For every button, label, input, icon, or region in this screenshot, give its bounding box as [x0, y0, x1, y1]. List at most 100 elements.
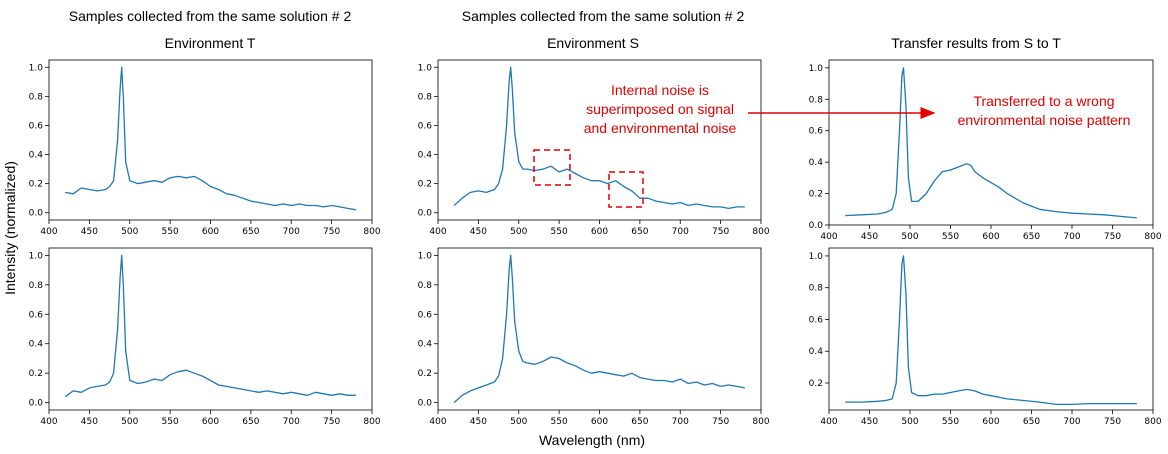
noise-box-1	[533, 149, 571, 186]
y-tick-label: 0.0	[29, 209, 44, 219]
y-tick-label: 0.4	[418, 151, 433, 161]
y-tick-label: 0.8	[809, 284, 824, 294]
y-tick-label: 0.8	[418, 92, 433, 102]
x-tick-label: 800	[1144, 232, 1161, 242]
x-tick-label: 500	[901, 417, 918, 427]
x-tick-label: 400	[40, 227, 57, 237]
panel-bottom-middle: 400 450 500 550 600 650 700 750 800 0.0 0.2 0.4 0.6 0…	[418, 247, 770, 427]
x-tick-label: 500	[510, 227, 527, 237]
annotation-internal-noise-line3: and environmental noise	[583, 120, 737, 136]
x-tick-label: 550	[942, 417, 959, 427]
x-tick-label: 550	[551, 417, 568, 427]
x-tick-label: 750	[712, 417, 729, 427]
x-tick-label: 600	[591, 417, 608, 427]
x-tick-label: 650	[1023, 417, 1040, 427]
y-tick-label: 0.2	[418, 180, 432, 190]
x-tick-label: 750	[712, 227, 729, 237]
annotation-transferred-line1: Transferred to a wrong	[973, 93, 1115, 109]
x-tick-label: 650	[631, 227, 648, 237]
x-tick-label: 550	[162, 417, 179, 427]
x-tick-label: 450	[81, 227, 98, 237]
x-tick-label: 800	[752, 417, 769, 427]
x-tick-label: 500	[121, 417, 138, 427]
series-line	[64, 254, 356, 398]
x-tick-label: 650	[631, 417, 648, 427]
x-tick-label: 800	[363, 417, 380, 427]
annotation-internal-noise-line1: Internal noise is	[610, 82, 710, 98]
y-tick-label: 0.6	[418, 121, 433, 131]
y-tick-label: 0.6	[809, 315, 824, 325]
noise-box-2	[608, 171, 644, 208]
x-tick-label: 700	[1063, 417, 1080, 427]
y-tick-label: 1.0	[418, 251, 433, 261]
x-tick-label: 450	[861, 232, 878, 242]
series-line	[845, 255, 1137, 406]
y-tick-label: 0.4	[29, 151, 44, 161]
x-tick-label: 600	[591, 227, 608, 237]
x-tick-label: 650	[242, 227, 259, 237]
annotation-transferred-line2: environmental noise pattern	[957, 112, 1131, 128]
x-tick-label: 700	[672, 417, 689, 427]
y-tick-label: 0.2	[418, 369, 432, 379]
column-title-3: Transfer results from S to T	[891, 35, 1061, 51]
x-tick-label: 600	[982, 232, 999, 242]
axes-frame	[828, 247, 1154, 411]
y-tick-label: 0.4	[29, 340, 44, 350]
x-tick-label: 800	[1144, 417, 1161, 427]
x-tick-label: 500	[121, 227, 138, 237]
series-line	[845, 67, 1137, 219]
x-tick-label: 750	[323, 227, 340, 237]
x-tick-label: 750	[323, 417, 340, 427]
x-tick-label: 550	[551, 227, 568, 237]
y-tick-label: 0.8	[29, 281, 44, 291]
annotation-internal-noise-line2: superimposed on signal	[586, 101, 734, 117]
column-title-2-line2: Environment S	[547, 35, 639, 51]
panel-top-left: 400 450 500 550 600 650 700 750 800 0.0 0.2 0.4 0.6 0…	[29, 59, 381, 237]
x-tick-label: 400	[820, 232, 837, 242]
panel-bottom-left: 400 450 500 550 600 650 700 750 800 0.0 0.2 0.4 0.6 0…	[29, 247, 381, 427]
x-tick-label: 500	[901, 232, 918, 242]
y-tick-label: 0.2	[809, 190, 823, 200]
y-tick-label: 0.0	[418, 399, 433, 409]
x-tick-label: 700	[672, 227, 689, 237]
axes-frame	[828, 59, 1154, 226]
y-tick-label: 0.8	[29, 92, 44, 102]
y-tick-label: 0.6	[29, 310, 44, 320]
y-tick-label: 0.6	[809, 127, 824, 137]
x-tick-label: 750	[1104, 232, 1121, 242]
y-tick-label: 0.0	[418, 209, 433, 219]
column-title-2-line1: Samples collected from the same solution…	[461, 8, 745, 24]
x-tick-label: 400	[429, 417, 446, 427]
annotation-transferred: Transferred to a wrong environmental noi…	[929, 92, 1159, 130]
axes-frame	[48, 247, 373, 411]
x-tick-label: 400	[429, 227, 446, 237]
y-tick-label: 0.2	[29, 180, 43, 190]
column-title-1-line2: Environment T	[164, 35, 256, 51]
x-tick-label: 600	[982, 417, 999, 427]
x-tick-label: 800	[363, 227, 380, 237]
axes-frame	[437, 247, 762, 411]
x-tick-label: 450	[861, 417, 878, 427]
series-line	[453, 66, 745, 210]
y-tick-label: 1.0	[29, 251, 44, 261]
y-tick-label: 0.4	[418, 340, 433, 350]
x-tick-label: 700	[283, 227, 300, 237]
column-title-1-line1: Samples collected from the same solution…	[68, 8, 352, 24]
x-tick-label: 500	[510, 417, 527, 427]
y-tick-label: 0.6	[418, 310, 433, 320]
x-tick-label: 450	[470, 227, 487, 237]
panel-top-right: 400 450 500 550 600 650 700 750 800 0.0 0.2 0.4 0.6 0…	[809, 59, 1162, 242]
x-tick-label: 450	[470, 417, 487, 427]
y-tick-label: 0.2	[29, 369, 43, 379]
y-tick-label: 0.8	[809, 95, 824, 105]
annotation-internal-noise: Internal noise is superimposed on signal…	[560, 81, 760, 138]
y-tick-label: 0.8	[418, 281, 433, 291]
y-tick-label: 0.2	[809, 379, 823, 389]
y-tick-label: 1.0	[418, 63, 433, 73]
series-line	[65, 66, 356, 211]
y-tick-label: 0.0	[29, 399, 44, 409]
x-tick-label: 400	[40, 417, 57, 427]
x-tick-label: 550	[162, 227, 179, 237]
